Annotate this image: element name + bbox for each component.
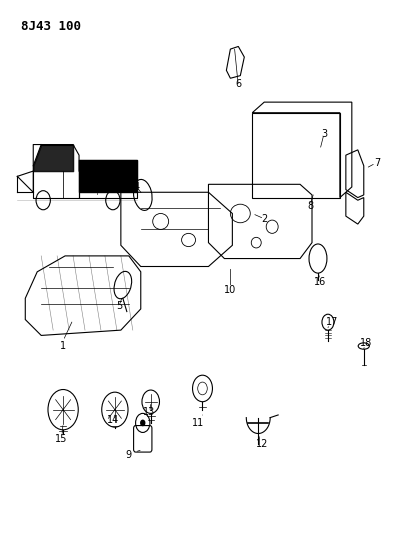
Text: 2: 2 — [261, 214, 267, 224]
Text: 13: 13 — [143, 407, 155, 417]
Text: 15: 15 — [55, 434, 67, 444]
Text: 16: 16 — [314, 277, 326, 287]
Text: 3: 3 — [321, 129, 327, 139]
Polygon shape — [79, 160, 137, 192]
Text: 10: 10 — [224, 285, 237, 295]
Text: 17: 17 — [326, 317, 338, 327]
Text: 14: 14 — [107, 415, 119, 425]
Text: 12: 12 — [256, 439, 268, 449]
Text: 8: 8 — [307, 200, 313, 211]
Circle shape — [141, 420, 145, 425]
Text: 18: 18 — [360, 338, 372, 349]
Text: 4: 4 — [134, 182, 140, 192]
Text: 7: 7 — [375, 158, 381, 168]
Text: 9: 9 — [126, 450, 132, 460]
Text: 8J43 100: 8J43 100 — [21, 20, 81, 33]
Text: 6: 6 — [235, 78, 241, 88]
Text: 5: 5 — [116, 301, 122, 311]
Text: 11: 11 — [192, 418, 205, 428]
Text: 1: 1 — [60, 341, 66, 351]
